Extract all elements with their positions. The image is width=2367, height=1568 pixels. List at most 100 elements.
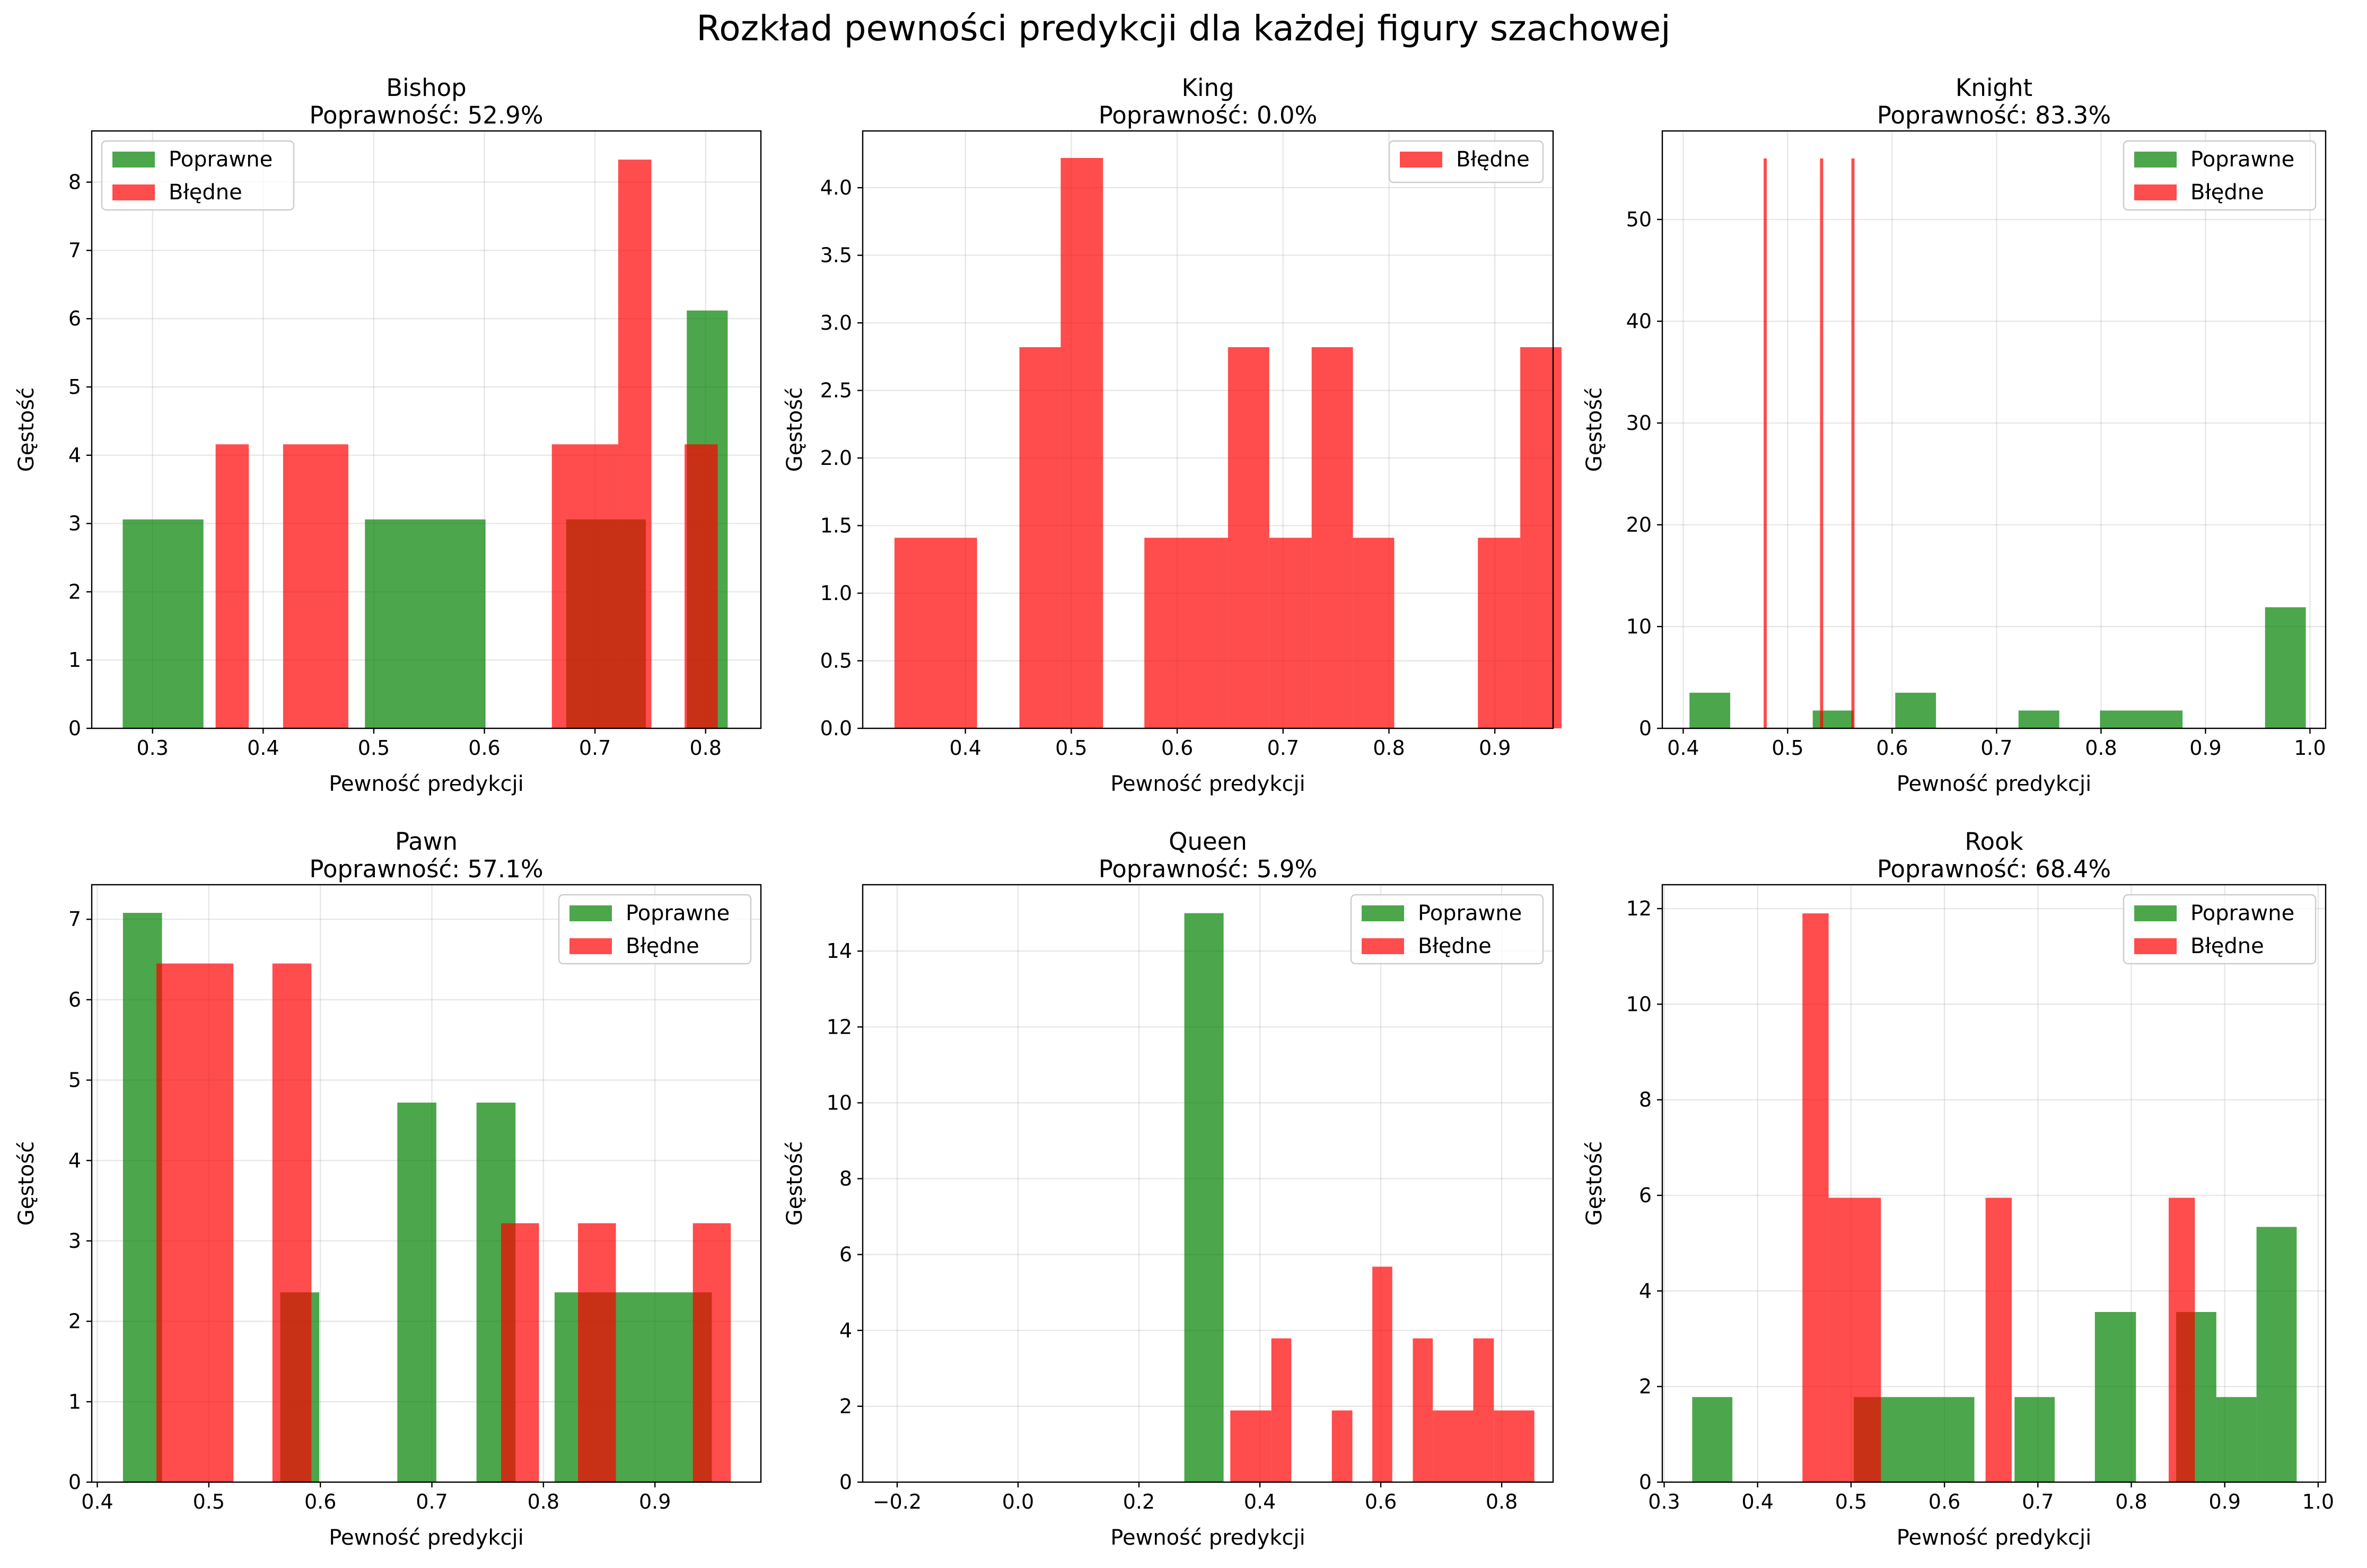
histogram-bar bbox=[1494, 1410, 1535, 1482]
panel-subtitle: Poprawność: 83.3% bbox=[1877, 101, 2111, 129]
series-błędne bbox=[1230, 1266, 1535, 1482]
panel-title: Bishop bbox=[386, 74, 466, 102]
x-tick-label: 0.5 bbox=[358, 736, 390, 760]
x-tick-label: 0.7 bbox=[579, 736, 611, 760]
x-tick-label: 0.4 bbox=[949, 736, 981, 760]
y-tick-label: 2.0 bbox=[820, 446, 852, 470]
series-błędne bbox=[894, 157, 1562, 728]
y-tick-label: 6 bbox=[68, 988, 81, 1011]
histogram-bar bbox=[1820, 158, 1824, 729]
y-tick-label: 10 bbox=[827, 1091, 852, 1114]
histogram-bar bbox=[1478, 538, 1521, 728]
legend-swatch-poprawne bbox=[1362, 905, 1404, 921]
y-axis-label: Gęstość bbox=[1582, 387, 1607, 472]
panel-title: Queen bbox=[1169, 827, 1247, 856]
x-tick-label: 0.9 bbox=[639, 1490, 671, 1513]
y-tick-label: 8 bbox=[68, 171, 81, 194]
y-tick-label: 1.0 bbox=[820, 582, 852, 605]
histogram-bar bbox=[1184, 913, 1224, 1482]
panel-subtitle: Poprawność: 52.9% bbox=[309, 101, 543, 129]
histogram-bar bbox=[2256, 1227, 2297, 1482]
series-błędne bbox=[1802, 913, 2195, 1482]
x-axis-label: Pewność predykcji bbox=[329, 1526, 523, 1550]
histogram-bar bbox=[1802, 913, 1829, 1482]
panel-title: Rook bbox=[1965, 827, 2023, 856]
y-tick-label: 50 bbox=[1626, 208, 1652, 231]
y-tick-label: 6 bbox=[68, 307, 81, 330]
y-axis-label: Gęstość bbox=[1582, 1141, 1607, 1226]
histogram-bar bbox=[397, 1103, 436, 1482]
histogram-bar bbox=[2094, 1312, 2136, 1482]
legend-label: Błędne bbox=[2190, 934, 2264, 958]
y-tick-label: 4.0 bbox=[820, 176, 852, 199]
y-tick-label: 30 bbox=[1626, 411, 1652, 435]
series-błędne bbox=[156, 963, 731, 1482]
y-axis-label: Gęstość bbox=[14, 1141, 39, 1226]
x-tick-label: 0.6 bbox=[468, 736, 500, 760]
x-tick-label: 0.3 bbox=[137, 736, 169, 760]
panel-title: Pawn bbox=[395, 827, 458, 856]
x-tick-label: 0.5 bbox=[1772, 736, 1803, 760]
legend-swatch-poprawne bbox=[2134, 905, 2177, 921]
x-tick-label: 0.7 bbox=[416, 1490, 448, 1513]
x-tick-label: 0.4 bbox=[81, 1490, 113, 1513]
x-tick-label: 0.5 bbox=[1055, 736, 1087, 760]
y-tick-label: 7 bbox=[68, 908, 81, 931]
legend-label: Błędne bbox=[1418, 934, 1492, 958]
x-tick-label: 0.9 bbox=[1479, 736, 1511, 760]
legend: Poprawne Błędne bbox=[1350, 894, 1544, 965]
y-tick-label: 14 bbox=[827, 939, 852, 963]
x-tick-label: 0.6 bbox=[1365, 1490, 1397, 1513]
histogram-bar bbox=[1851, 158, 1855, 729]
y-tick-label: 1 bbox=[68, 1390, 81, 1413]
histogram-bar bbox=[2168, 1197, 2195, 1482]
y-tick-label: 4 bbox=[68, 1149, 81, 1172]
y-tick-label: 2 bbox=[1639, 1375, 1652, 1398]
histogram-bar bbox=[551, 444, 618, 728]
histogram-bar bbox=[1985, 1197, 2012, 1482]
figure-title: Rozkład pewności predykcji dla każdej fi… bbox=[696, 8, 1670, 49]
x-tick-label: 0.8 bbox=[1486, 1490, 1518, 1513]
x-tick-label: 0.6 bbox=[304, 1490, 336, 1513]
legend-swatch-poprawne bbox=[569, 905, 612, 921]
series-błędne bbox=[1764, 158, 1855, 729]
histogram-bar bbox=[1433, 1410, 1474, 1482]
y-tick-label: 10 bbox=[1626, 992, 1652, 1016]
y-tick-label: 6 bbox=[839, 1243, 852, 1266]
x-tick-label: −0.2 bbox=[873, 1490, 922, 1513]
y-tick-label: 0 bbox=[1639, 717, 1652, 740]
x-tick-label: 0.7 bbox=[2022, 1490, 2054, 1513]
y-tick-label: 8 bbox=[839, 1167, 852, 1191]
histogram-bar bbox=[1144, 538, 1228, 728]
histogram-bar bbox=[1764, 158, 1767, 729]
axes-frame bbox=[862, 884, 1554, 1483]
y-tick-label: 8 bbox=[1639, 1088, 1652, 1112]
panel-pawn: 0.4 0.5 0.6 0.7 0.8 0.9 0 1 2 3 4 5 6 7 PawnPoprawność… bbox=[14, 827, 762, 1550]
legend-swatch-błędne bbox=[1362, 938, 1404, 954]
x-tick-label: 0.6 bbox=[1928, 1490, 1960, 1513]
histogram-bar bbox=[1019, 347, 1061, 728]
y-tick-label: 1 bbox=[68, 648, 81, 672]
histogram-bar bbox=[618, 160, 652, 729]
y-tick-label: 12 bbox=[1626, 897, 1652, 920]
legend-label: Poprawne bbox=[169, 147, 273, 172]
y-tick-label: 10 bbox=[1626, 615, 1652, 638]
series-poprawne bbox=[1184, 913, 1224, 1482]
legend-label: Poprawne bbox=[2190, 901, 2294, 926]
y-tick-label: 6 bbox=[1639, 1184, 1652, 1207]
histogram-bar bbox=[272, 963, 312, 1482]
x-tick-label: 0.4 bbox=[1667, 736, 1699, 760]
histogram-bar bbox=[1692, 1397, 1733, 1482]
histogram-bar bbox=[1893, 1397, 1975, 1482]
histogram-bar bbox=[685, 444, 718, 728]
histogram-bar bbox=[501, 1223, 539, 1482]
histogram-bar bbox=[1812, 710, 1854, 728]
x-tick-label: 0.6 bbox=[1876, 736, 1908, 760]
x-axis-label: Pewność predykcji bbox=[1110, 1526, 1305, 1550]
legend-label: Błędne bbox=[169, 180, 242, 205]
x-tick-label: 0.4 bbox=[1742, 1490, 1774, 1513]
histogram-bar bbox=[1331, 1410, 1353, 1482]
legend-swatch-poprawne bbox=[112, 152, 155, 168]
x-tick-label: 0.5 bbox=[193, 1490, 225, 1513]
